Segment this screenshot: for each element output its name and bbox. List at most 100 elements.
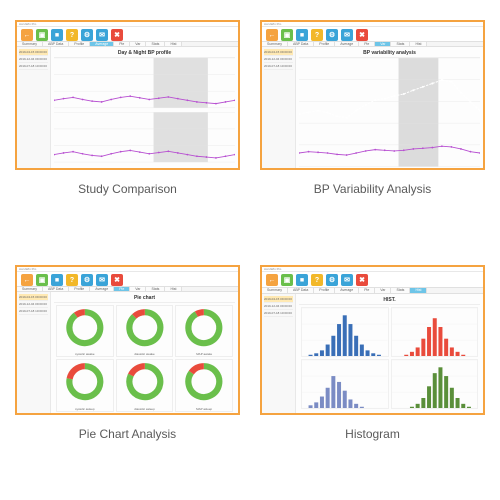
donut-systolic-awake: systolic awake [56,305,114,357]
panel-caption: Study Comparison [78,182,177,196]
bp-data-button[interactable]: ■ [296,274,308,286]
tab-average[interactable]: Average [335,42,359,46]
tab-abp-data[interactable]: ABP Data [288,42,314,46]
export-button[interactable]: ✉ [341,274,353,286]
donut-label: systolic awake [75,352,94,356]
tab-profile[interactable]: Profile [69,42,90,46]
donut-label: diastolic awake [134,352,154,356]
tab-var[interactable]: Var [130,287,146,291]
back-button[interactable]: ← [21,29,33,41]
sidebar: 2019-04-15 09:00:002019-12-04 09:00:0020… [17,292,51,415]
panel-caption: Pie Chart Analysis [79,427,176,441]
tab-pie[interactable]: Pie [359,288,375,293]
patients-button[interactable]: ▣ [36,29,48,41]
sidebar-date-row[interactable]: 2019-07-18 10:00:00 [19,308,48,315]
sidebar-date-row[interactable]: 2019-04-15 09:00:00 [19,49,48,56]
sidebar-date-row[interactable]: 2019-04-15 09:00:00 [264,49,293,56]
tab-var[interactable]: Var [375,42,391,46]
tab-summary[interactable]: Summary [17,287,43,291]
sidebar: 2019-04-15 09:00:002019-12-04 09:00:0020… [262,47,296,169]
help-button[interactable]: ? [66,274,78,286]
tab-profile[interactable]: Profile [314,288,335,293]
app-title: AccuWin Pro [264,267,281,271]
tab-stats[interactable]: Stats [391,42,410,46]
tab-stats[interactable]: Stats [146,287,165,291]
tab-hist[interactable]: Hist [410,288,427,293]
help-button[interactable]: ? [66,29,78,41]
tab-hist[interactable]: Hist [165,42,182,46]
tab-summary[interactable]: Summary [262,288,288,293]
app-window: AccuWin Pro ←▣■?⚙✉✖ SummaryABP DataProfi… [15,20,240,170]
settings-button[interactable]: ⚙ [81,29,93,41]
tab-hist[interactable]: Hist [165,287,182,291]
export-button[interactable]: ✉ [96,274,108,286]
chart-title: BP variability analysis [299,49,480,58]
sidebar-date-row[interactable]: 2019-12-04 09:00:00 [19,56,48,63]
tab-summary[interactable]: Summary [17,42,43,46]
patients-button[interactable]: ▣ [281,29,293,41]
panel-pie: AccuWin Pro ←▣■?⚙✉✖ SummaryABP DataProfi… [15,265,240,480]
tabbar: SummaryABP DataProfileAveragePieVarStats… [262,287,483,294]
patients-button[interactable]: ▣ [36,274,48,286]
bp-data-button[interactable]: ■ [51,274,63,286]
panel-histogram: AccuWin Pro ←▣■?⚙✉✖ SummaryABP DataProfi… [260,265,485,480]
settings-button[interactable]: ⚙ [326,274,338,286]
patients-button[interactable]: ▣ [281,274,293,286]
tab-stats[interactable]: Stats [146,42,165,46]
sidebar-date-row[interactable]: 2019-12-04 09:00:00 [264,303,293,310]
back-button[interactable]: ← [266,274,278,286]
app-title: AccuWin Pro [19,267,36,271]
exit-button[interactable]: ✖ [356,274,368,286]
app-window: AccuWin Pro ←▣■?⚙✉✖ SummaryABP DataProfi… [260,265,485,415]
tab-average[interactable]: Average [335,288,359,293]
sidebar-date-row[interactable]: 2019-12-04 09:00:00 [264,56,293,63]
back-button[interactable]: ← [21,274,33,286]
donut-label: systolic asleep [75,407,95,411]
chart-title: Day & Night BP profile [54,49,235,58]
sidebar-date-row[interactable]: 2019-04-15 09:00:00 [19,294,48,301]
exit-button[interactable]: ✖ [111,274,123,286]
tab-profile[interactable]: Profile [314,42,335,46]
histogram-cell [391,359,479,409]
tab-average[interactable]: Average [90,287,114,291]
tab-pie[interactable]: Pie [114,42,130,46]
toolbar: ←▣■?⚙✉✖ [262,27,483,41]
bp-data-button[interactable]: ■ [296,29,308,41]
bp-data-button[interactable]: ■ [51,29,63,41]
toolbar: ←▣■?⚙✉✖ [262,272,483,287]
chart-title: Pie chart [54,294,235,303]
tab-pie[interactable]: Pie [359,42,375,46]
settings-button[interactable]: ⚙ [326,29,338,41]
toolbar: ←▣■?⚙✉✖ [17,27,238,41]
sidebar-date-row[interactable]: 2019-07-18 10:00:00 [264,63,293,70]
app-title: AccuWin Pro [264,22,281,26]
tab-stats[interactable]: Stats [391,288,410,293]
panel-caption: BP Variability Analysis [314,182,432,196]
tab-var[interactable]: Var [375,288,391,293]
sidebar: 2019-04-15 09:00:002019-12-04 09:00:0020… [17,47,51,169]
donut-MAP-awake: MAP awake [175,305,233,357]
settings-button[interactable]: ⚙ [81,274,93,286]
sidebar-date-row[interactable]: 2019-04-15 09:00:00 [264,296,293,303]
chart-area [54,58,235,167]
exit-button[interactable]: ✖ [111,29,123,41]
tab-hist[interactable]: Hist [410,42,427,46]
help-button[interactable]: ? [311,29,323,41]
tab-average[interactable]: Average [90,42,114,46]
export-button[interactable]: ✉ [341,29,353,41]
tab-abp-data[interactable]: ABP Data [43,287,69,291]
help-button[interactable]: ? [311,274,323,286]
tab-summary[interactable]: Summary [262,42,288,46]
exit-button[interactable]: ✖ [356,29,368,41]
tab-pie[interactable]: Pie [114,287,130,291]
sidebar-date-row[interactable]: 2019-07-18 10:00:00 [264,310,293,317]
donut-MAP-asleep: MAP asleep [175,359,233,411]
tab-var[interactable]: Var [130,42,146,46]
tab-profile[interactable]: Profile [69,287,90,291]
tab-abp-data[interactable]: ABP Data [288,288,314,293]
tab-abp-data[interactable]: ABP Data [43,42,69,46]
back-button[interactable]: ← [266,29,278,41]
sidebar-date-row[interactable]: 2019-12-04 09:00:00 [19,301,48,308]
sidebar-date-row[interactable]: 2019-07-18 10:00:00 [19,63,48,70]
export-button[interactable]: ✉ [96,29,108,41]
